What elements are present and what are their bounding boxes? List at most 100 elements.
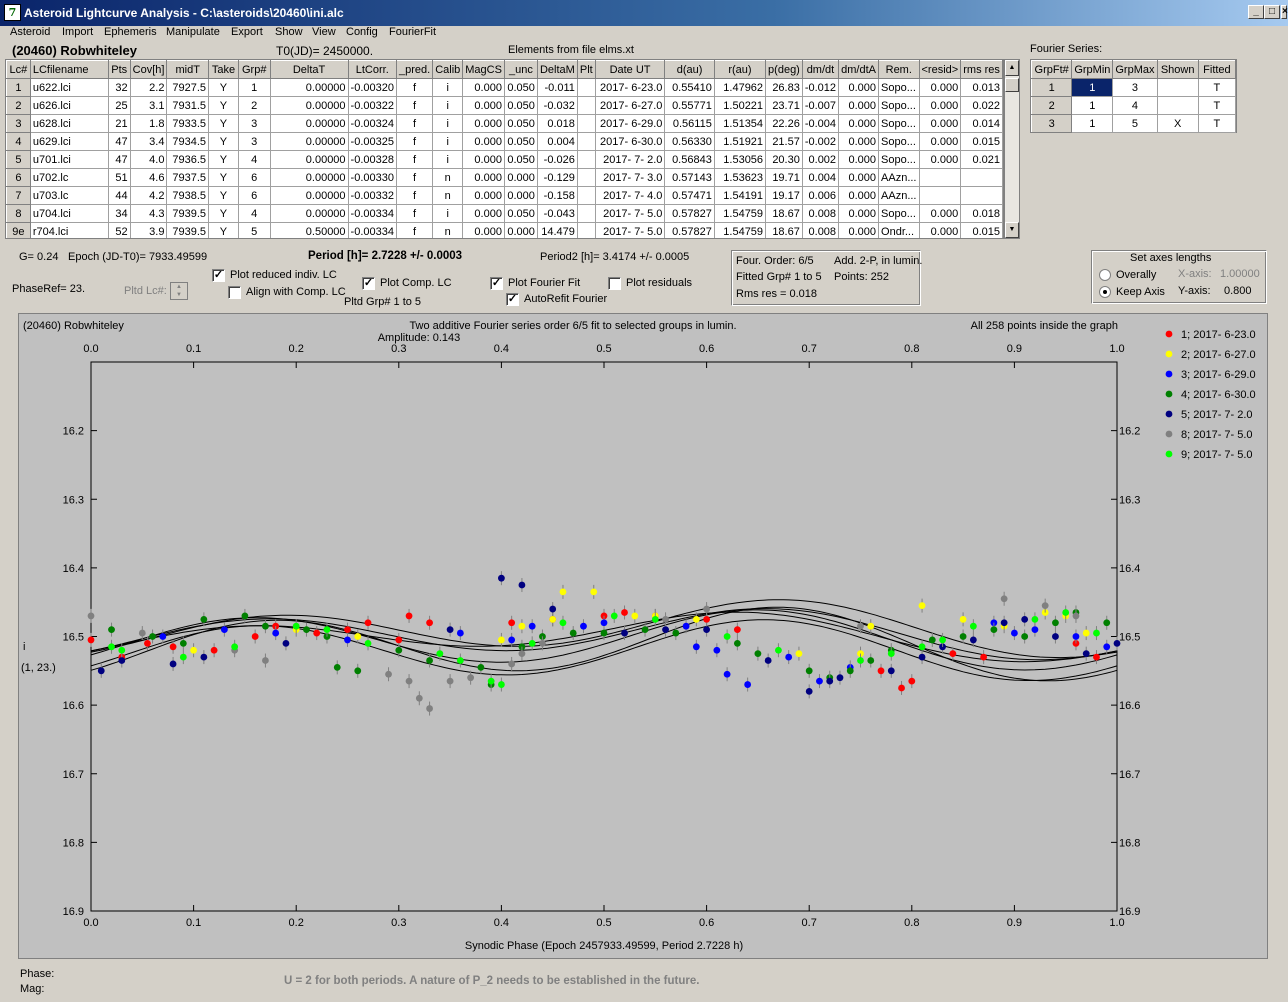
table-cell[interactable]: 7936.5 [166,150,210,169]
table-cell[interactable]: 51 [107,168,131,187]
table-cell[interactable]: 23.71 [765,96,803,115]
scroll-thumb[interactable] [1005,78,1019,92]
table-cell[interactable]: Y [208,186,239,205]
table-cell[interactable]: 7933.5 [166,114,210,133]
table-cell[interactable]: 1 [237,78,271,97]
col-header[interactable]: r(au) [713,60,767,79]
table-cell[interactable]: 44 [107,186,131,205]
scroll-down-icon[interactable]: ▼ [1005,222,1019,238]
table-cell[interactable]: 0.013 [960,78,1003,97]
autorefit-checkbox[interactable]: ✓ [506,293,519,306]
table-cell[interactable]: 3 [1112,78,1158,97]
table-cell[interactable]: 0.55410 [664,78,715,97]
col-header[interactable]: Plt [576,60,596,79]
table-cell[interactable]: 3.1 [129,96,168,115]
table-cell[interactable]: 6 [237,168,271,187]
table-cell[interactable] [918,186,962,205]
table-cell[interactable]: i [432,132,464,151]
table-cell[interactable]: 0.000 [462,150,505,169]
table-cell[interactable]: 0.021 [960,150,1003,169]
table-cell[interactable]: u701.lci [29,150,109,169]
table-cell[interactable] [576,150,596,169]
table-cell[interactable]: 1.51354 [713,114,767,133]
col-header[interactable]: _pred. [395,60,434,79]
menu-view[interactable]: View [312,26,336,38]
col-header[interactable]: GrpMin [1071,60,1114,79]
y-axis-value[interactable]: 0.800 [1224,285,1252,297]
col-header[interactable]: Take [208,60,239,79]
overally-radio[interactable] [1099,269,1111,281]
table-cell[interactable]: 26.83 [765,78,803,97]
table-cell[interactable]: n [432,222,464,238]
table-scrollbar[interactable]: ▲ ▼ [1004,59,1020,239]
table-cell[interactable]: 3 [237,132,271,151]
table-cell[interactable]: 18.67 [765,222,803,238]
menu-ephemeris[interactable]: Ephemeris [104,26,157,38]
table-cell[interactable] [1156,78,1199,97]
table-cell[interactable]: 25 [107,96,131,115]
table-cell[interactable]: 0.000 [462,186,505,205]
table-row[interactable]: 9e r704.lci 52 3.9 7939.5 Y 5 0.50000 -0.00334 f n… [6,222,1003,238]
table-cell[interactable]: 47 [107,132,131,151]
row-header[interactable]: 7 [6,186,31,205]
table-cell[interactable] [576,222,596,238]
table-cell[interactable] [918,168,962,187]
table-cell[interactable]: u704.lci [29,204,109,223]
table-cell[interactable]: 0.015 [960,222,1003,238]
table-cell[interactable]: 0.56843 [664,150,715,169]
scroll-up-icon[interactable]: ▲ [1005,60,1019,76]
table-cell[interactable]: i [432,78,464,97]
table-cell[interactable]: T [1197,96,1237,115]
table-cell[interactable]: 0.000 [503,222,538,238]
table-cell[interactable]: 0.000 [918,150,962,169]
close-icon[interactable]: × [1281,5,1288,19]
table-cell[interactable]: -0.00330 [347,168,397,187]
table-cell[interactable]: 7939.5 [166,222,210,238]
table-cell[interactable]: 0.00000 [269,168,349,187]
row-header[interactable]: 8 [6,204,31,223]
table-cell[interactable]: 0.000 [918,114,962,133]
table-cell[interactable]: -0.129 [536,168,578,187]
table-cell[interactable]: u702.lc [29,168,109,187]
table-cell[interactable]: 2017- 7- 5.0 [594,204,666,223]
table-cell[interactable]: f [395,96,434,115]
table-cell[interactable]: Ondr... [878,222,920,238]
table-cell[interactable]: 0.57827 [664,204,715,223]
table-cell[interactable]: 0.000 [462,132,505,151]
table-cell[interactable]: 2017- 6-30.0 [594,132,666,151]
table-cell[interactable]: 2017- 7- 5.0 [594,222,666,238]
table-cell[interactable]: f [395,186,434,205]
lightcurve-plot[interactable]: 0.0 0.0 0.1 0.1 0.2 0.2 0.3 0.3 0.4 0.4 0.5 0.5 0.6 0… [18,313,1268,959]
table-cell[interactable]: 0.000 [838,78,880,97]
table-cell[interactable]: 1.54759 [713,204,767,223]
table-cell[interactable]: -0.00334 [347,204,397,223]
plot-fourier-checkbox[interactable]: ✓ [490,277,503,290]
row-header[interactable]: 2 [1030,96,1073,115]
col-header[interactable]: p(deg) [765,60,803,79]
table-cell[interactable]: 4.2 [129,186,168,205]
col-header[interactable]: LtCorr. [347,60,397,79]
table-cell[interactable]: 0.000 [838,150,880,169]
table-cell[interactable]: 0.000 [503,168,538,187]
col-header[interactable]: Cov[h] [129,60,168,79]
table-cell[interactable]: 47 [107,150,131,169]
table-cell[interactable]: -0.00325 [347,132,397,151]
table-cell[interactable]: 0.00000 [269,114,349,133]
table-cell[interactable] [576,96,596,115]
col-header[interactable]: rms res [960,60,1003,79]
pltd-lc-spinner[interactable]: ▲ ▼ [170,282,188,300]
table-cell[interactable]: 14.479 [536,222,578,238]
col-header[interactable]: DeltaT [269,60,349,79]
table-cell[interactable]: 2017- 6-27.0 [594,96,666,115]
col-header[interactable]: LCfilename [29,60,109,79]
table-cell[interactable]: -0.00332 [347,186,397,205]
table-cell[interactable]: 1.54191 [713,186,767,205]
row-header[interactable]: 3 [6,114,31,133]
table-cell[interactable]: 5 [237,222,271,238]
table-cell[interactable]: Y [208,132,239,151]
table-cell[interactable]: Sopo... [878,132,920,151]
table-cell[interactable]: 1.47962 [713,78,767,97]
table-cell[interactable]: 0.000 [462,78,505,97]
